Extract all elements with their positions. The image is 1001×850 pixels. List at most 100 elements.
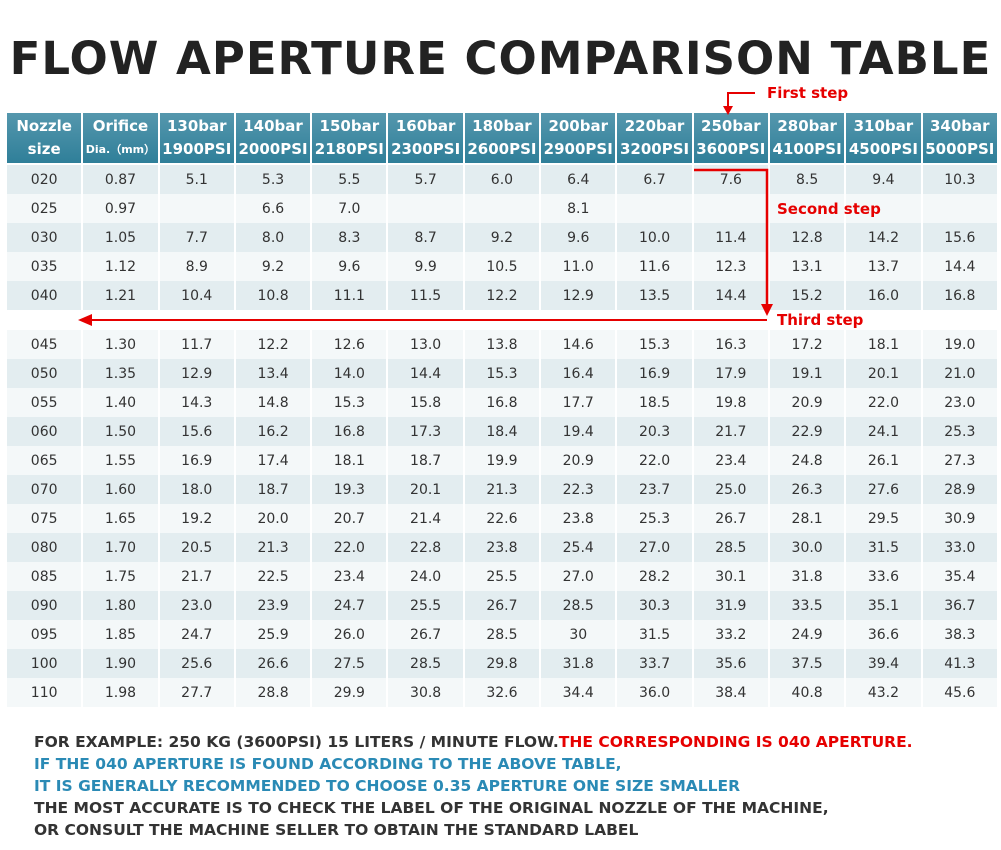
table-cell: 1.85 bbox=[83, 620, 158, 649]
table-cell: 19.1 bbox=[769, 359, 845, 388]
table-cell: 22.6 bbox=[464, 504, 540, 533]
table-cell: 30 bbox=[541, 620, 616, 649]
table-cell: 36.0 bbox=[617, 678, 692, 707]
table-cell: 14.4 bbox=[693, 281, 768, 310]
table-row: 045 1.30 11.7 12.2 12.6 13.0 13.8 14.6 15.3 16.3 1… bbox=[7, 330, 997, 359]
table-cell: 040 bbox=[7, 281, 82, 310]
table-cell: 20.9 bbox=[769, 388, 845, 417]
table-cell: 060 bbox=[7, 417, 82, 446]
table-cell: 19.2 bbox=[159, 504, 234, 533]
column-header: 220bar 3200PSI bbox=[617, 113, 692, 165]
table-cell: 17.9 bbox=[693, 359, 768, 388]
table-cell: 16.2 bbox=[235, 417, 311, 446]
table-cell: 22.0 bbox=[617, 446, 692, 475]
page-title: FLOW APERTURE COMPARISON TABLE bbox=[9, 32, 992, 85]
table-cell: 17.4 bbox=[235, 446, 311, 475]
table-cell: 25.6 bbox=[159, 649, 234, 678]
table-cell: 1.50 bbox=[83, 417, 158, 446]
header-bottom: 3200PSI bbox=[619, 140, 690, 158]
table-cell: 33.6 bbox=[846, 562, 921, 591]
table-cell bbox=[159, 194, 234, 223]
table-cell: 23.9 bbox=[235, 591, 311, 620]
table-cell: 15.6 bbox=[922, 223, 997, 252]
table-cell: 28.2 bbox=[617, 562, 692, 591]
table-row: 030 1.05 7.7 8.0 8.3 8.7 9.2 9.6 10.0 11.4 12.8 14.… bbox=[7, 223, 997, 252]
table-cell: 13.8 bbox=[464, 330, 540, 359]
table-cell: 26.7 bbox=[388, 620, 463, 649]
table-row: 090 1.80 23.0 23.9 24.7 25.5 26.7 28.5 30.3 31.9 3… bbox=[7, 591, 997, 620]
table-cell: 100 bbox=[7, 649, 82, 678]
table-cell: 12.9 bbox=[541, 281, 616, 310]
table-cell: 6.6 bbox=[235, 194, 311, 223]
table-cell: 24.1 bbox=[846, 417, 921, 446]
header-top: 130bar bbox=[166, 117, 227, 135]
table-cell: 31.9 bbox=[693, 591, 768, 620]
table-cell: 33.2 bbox=[693, 620, 768, 649]
table-cell bbox=[846, 194, 921, 223]
table-cell: 30.0 bbox=[769, 533, 845, 562]
column-header: 280bar 4100PSI bbox=[769, 113, 845, 165]
table-cell: 23.0 bbox=[159, 591, 234, 620]
table-cell: 9.2 bbox=[464, 223, 540, 252]
second-step-label: Second step bbox=[777, 200, 881, 218]
table-cell: 21.7 bbox=[693, 417, 768, 446]
column-header: 130bar 1900PSI bbox=[159, 113, 234, 165]
table-cell: 1.30 bbox=[83, 330, 158, 359]
header-row: Nozzle size Orifice Dia.（mm） 130bar 1900PSI 14… bbox=[7, 113, 997, 165]
table-cell: 22.5 bbox=[235, 562, 311, 591]
table-row: 035 1.12 8.9 9.2 9.6 9.9 10.5 11.0 11.6 12.3 13.1 1… bbox=[7, 252, 997, 281]
table-cell: 23.4 bbox=[312, 562, 387, 591]
table-cell: 12.2 bbox=[464, 281, 540, 310]
table-row: 065 1.55 16.9 17.4 18.1 18.7 19.9 20.9 22.0 23.4 2… bbox=[7, 446, 997, 475]
table-row: 055 1.40 14.3 14.8 15.3 15.8 16.8 17.7 18.5 19.8 2… bbox=[7, 388, 997, 417]
table-cell: 8.3 bbox=[312, 223, 387, 252]
table-cell: 23.8 bbox=[541, 504, 616, 533]
table-cell: 11.7 bbox=[159, 330, 234, 359]
table-cell: 39.4 bbox=[846, 649, 921, 678]
table-cell: 25.9 bbox=[235, 620, 311, 649]
table-row: 100 1.90 25.6 26.6 27.5 28.5 29.8 31.8 33.7 35.6 3… bbox=[7, 649, 997, 678]
table-cell: 085 bbox=[7, 562, 82, 591]
header-top: 160bar bbox=[395, 117, 456, 135]
table-cell: 27.3 bbox=[922, 446, 997, 475]
table-cell: 11.6 bbox=[617, 252, 692, 281]
table-cell: 16.0 bbox=[846, 281, 921, 310]
flow-table: Nozzle size Orifice Dia.（mm） 130bar 1900PSI 14… bbox=[5, 113, 999, 707]
table-cell: 110 bbox=[7, 678, 82, 707]
table-cell: 26.3 bbox=[769, 475, 845, 504]
table-cell: 35.1 bbox=[846, 591, 921, 620]
table-cell: 27.7 bbox=[159, 678, 234, 707]
header-bottom: 2900PSI bbox=[543, 140, 613, 158]
table-cell: 13.5 bbox=[617, 281, 692, 310]
second-step-arrow bbox=[694, 168, 773, 316]
table-cell: 6.0 bbox=[464, 165, 540, 194]
table-cell: 025 bbox=[7, 194, 82, 223]
column-header: 250bar 3600PSI bbox=[693, 113, 768, 165]
table-cell: 21.7 bbox=[159, 562, 234, 591]
table-cell: 13.1 bbox=[769, 252, 845, 281]
table-cell: 19.3 bbox=[312, 475, 387, 504]
table-cell: 27.6 bbox=[846, 475, 921, 504]
table-cell: 16.8 bbox=[312, 417, 387, 446]
column-header: Nozzle size bbox=[7, 113, 82, 165]
table-cell: 13.7 bbox=[846, 252, 921, 281]
table-cell: 29.8 bbox=[464, 649, 540, 678]
table-cell: 11.4 bbox=[693, 223, 768, 252]
table-cell: 10.5 bbox=[464, 252, 540, 281]
third-step-arrow bbox=[78, 314, 767, 326]
note-line-3: IT IS GENERALLY RECOMMENDED TO CHOOSE 0.… bbox=[34, 777, 741, 795]
table-cell: 16.3 bbox=[693, 330, 768, 359]
table-cell: 045 bbox=[7, 330, 82, 359]
table-cell: 23.4 bbox=[693, 446, 768, 475]
table-cell: 7.0 bbox=[312, 194, 387, 223]
table-cell: 16.8 bbox=[464, 388, 540, 417]
table-cell: 23.7 bbox=[617, 475, 692, 504]
table-cell: 18.7 bbox=[388, 446, 463, 475]
table-cell: 8.9 bbox=[159, 252, 234, 281]
header-bottom: 5000PSI bbox=[925, 140, 995, 158]
table-cell: 5.3 bbox=[235, 165, 311, 194]
table-cell: 22.8 bbox=[388, 533, 463, 562]
table-cell: 6.4 bbox=[541, 165, 616, 194]
table-cell: 38.4 bbox=[693, 678, 768, 707]
table-cell: 21.3 bbox=[235, 533, 311, 562]
